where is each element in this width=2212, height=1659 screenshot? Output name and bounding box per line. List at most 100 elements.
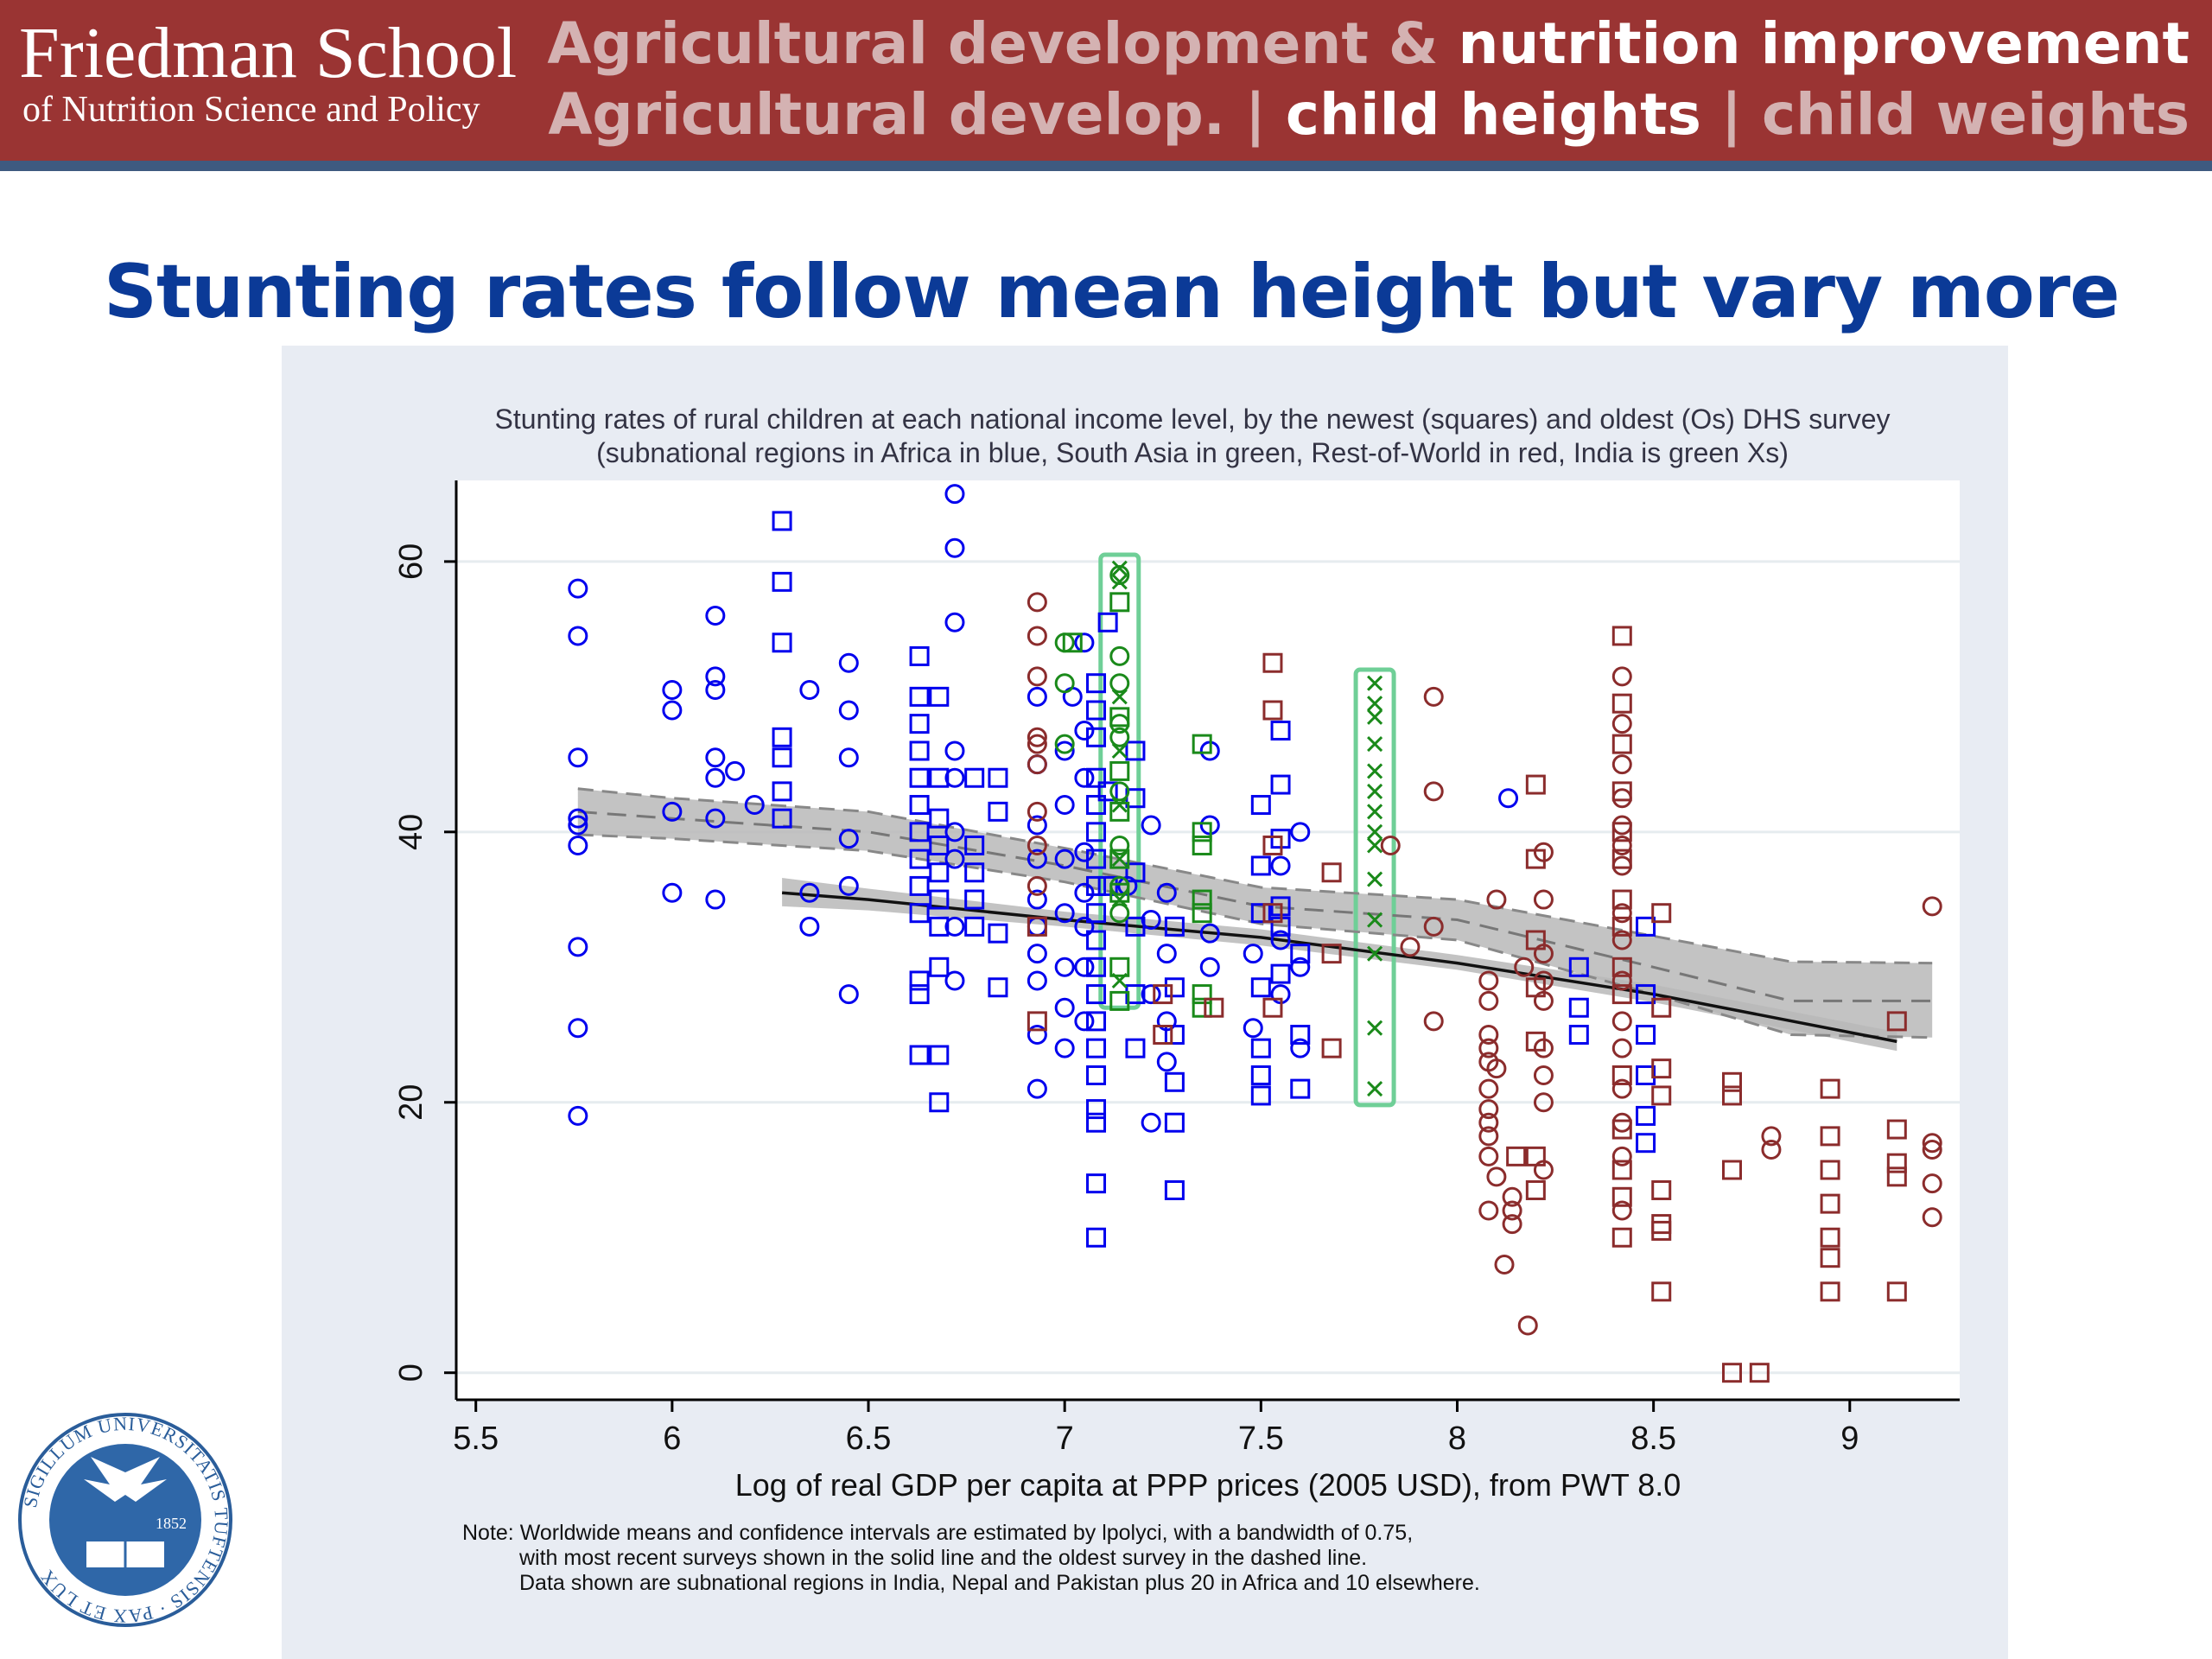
data-point-circle — [1027, 970, 1047, 991]
topic-agricultural-development: Agricultural development & — [547, 10, 1459, 77]
data-point-circle — [662, 700, 683, 721]
data-point-square — [1636, 1025, 1656, 1046]
data-point-circle — [1478, 1078, 1499, 1099]
header-divider — [0, 161, 2212, 171]
data-point-circle — [1922, 1140, 1942, 1160]
data-point-x — [1367, 912, 1383, 928]
data-point-circle — [838, 652, 859, 673]
data-point-square — [1250, 855, 1271, 876]
data-point-square — [1290, 1025, 1311, 1046]
data-point-square — [1086, 1065, 1107, 1085]
data-point-circle — [1027, 815, 1047, 836]
data-point-circle — [725, 760, 746, 781]
data-point-square — [929, 808, 950, 829]
data-point-circle — [1611, 1011, 1632, 1032]
data-point-square — [1886, 1281, 1907, 1302]
data-point-square — [1611, 1227, 1632, 1248]
data-point-square — [1525, 1031, 1546, 1052]
data-point-square — [1321, 944, 1342, 964]
data-point-square — [1250, 1085, 1271, 1106]
data-point-square — [1651, 1220, 1672, 1241]
axes: 0 20 40 60 5.5 6 6.5 7 7.5 8 8.5 9 — [393, 480, 1960, 1457]
data-point-circle — [1423, 916, 1444, 937]
chart-subtitle: (subnational regions in Africa in blue, … — [596, 437, 1789, 468]
data-point-x — [1367, 837, 1383, 854]
data-point-square — [1086, 1099, 1107, 1120]
data-point-x — [1367, 696, 1383, 712]
data-point-circle — [1478, 1112, 1499, 1133]
data-point-square — [1636, 1065, 1656, 1085]
data-point-square — [772, 727, 792, 747]
data-point-circle — [1074, 1011, 1095, 1032]
data-point-square — [1651, 1058, 1672, 1079]
data-point-circle — [1199, 923, 1220, 944]
data-point-x — [1367, 736, 1383, 753]
data-point-square — [1568, 997, 1589, 1018]
data-point-square — [1204, 997, 1224, 1018]
data-point-circle — [1156, 882, 1177, 903]
chart-title: Stunting rates of rural children at each… — [494, 404, 1890, 435]
data-point-square — [1109, 990, 1130, 1011]
data-point-circle — [1290, 957, 1311, 977]
data-point-circle — [1054, 673, 1075, 694]
data-point-circle — [1074, 632, 1095, 653]
data-point-square — [1568, 957, 1589, 977]
data-point-circle — [1611, 1200, 1632, 1221]
data-point-circle — [1027, 626, 1047, 646]
data-point-square — [1125, 862, 1146, 883]
data-point-square — [1651, 1085, 1672, 1106]
data-point-circle — [705, 747, 726, 768]
data-point-circle — [1400, 937, 1421, 957]
data-point-square — [909, 1045, 930, 1065]
data-point-square — [1722, 1363, 1743, 1383]
data-point-square — [1611, 734, 1632, 754]
data-point-x — [1367, 823, 1383, 840]
data-point-circle — [1533, 1065, 1554, 1085]
data-point-square — [929, 767, 950, 788]
data-point-square — [1086, 1227, 1107, 1248]
data-point-x — [1111, 574, 1128, 590]
data-point-circle — [1054, 997, 1075, 1018]
data-point-square — [1886, 1166, 1907, 1187]
data-point-square — [1192, 835, 1212, 855]
data-point-circle — [1486, 1166, 1507, 1187]
data-point-circle — [1611, 754, 1632, 775]
data-point-circle — [568, 937, 588, 957]
data-point-circle — [1486, 1058, 1507, 1079]
data-point-square — [1611, 1119, 1632, 1140]
data-point-circle — [1533, 1092, 1554, 1113]
data-point-circle — [1502, 1186, 1522, 1207]
university-seal-icon: SIGILLUM UNIVERSITATIS TUFTENSIS · PAX E… — [18, 1413, 232, 1627]
data-point-circle — [838, 829, 859, 849]
x-tick-label: 9 — [1840, 1421, 1859, 1457]
data-point-circle — [1611, 903, 1632, 924]
data-point-circle — [1027, 889, 1047, 910]
data-point-circle — [568, 835, 588, 855]
data-point-square — [1820, 1227, 1840, 1248]
data-point-circle — [1027, 1025, 1047, 1046]
data-point-square — [1611, 849, 1632, 869]
data-point-square — [1097, 781, 1118, 802]
topic-nutrition-improvement: nutrition improvement — [1458, 10, 2190, 77]
data-point-square — [1611, 781, 1632, 802]
data-point-circle — [1290, 822, 1311, 842]
data-point-circle — [799, 882, 820, 903]
data-point-circle — [944, 612, 965, 632]
data-point-circle — [662, 680, 683, 701]
data-point-circle — [1380, 835, 1401, 855]
data-point-square — [1086, 984, 1107, 1005]
data-point-square — [929, 1045, 950, 1065]
data-point-square — [1651, 1281, 1672, 1302]
data-point-square — [929, 889, 950, 910]
data-point-square — [1525, 1146, 1546, 1166]
data-point-circle — [705, 808, 726, 829]
data-point-square — [988, 923, 1008, 944]
data-point-circle — [1611, 1038, 1632, 1058]
data-point-square — [1611, 984, 1632, 1005]
data-point-square — [909, 767, 930, 788]
data-point-square — [909, 645, 930, 666]
data-point-circle — [1611, 970, 1632, 991]
data-point-circle — [944, 970, 965, 991]
data-point-square — [1525, 849, 1546, 869]
x-tick-label: 6.5 — [846, 1421, 892, 1457]
